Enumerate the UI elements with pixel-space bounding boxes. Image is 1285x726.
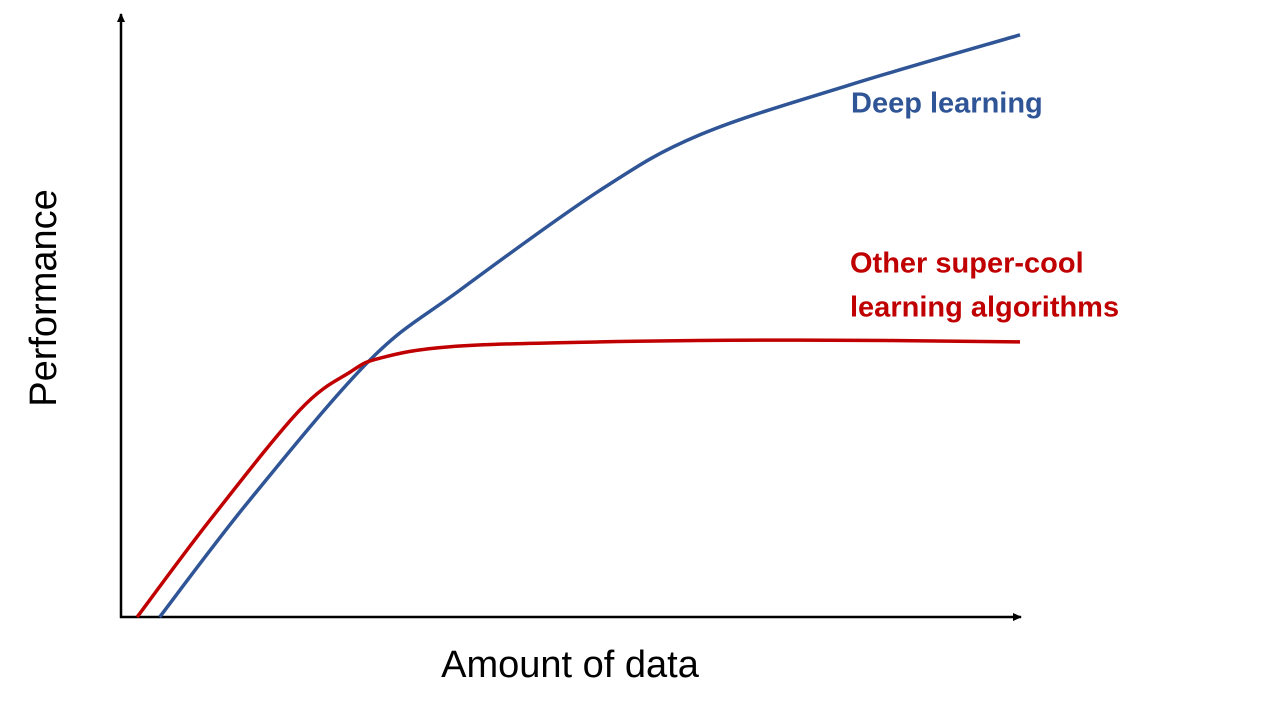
series-label: Other super-cool	[850, 248, 1084, 280]
series-label: learning algorithms	[850, 292, 1119, 324]
data-line	[158, 33, 1021, 619]
x-axis-title: Amount of data	[441, 644, 700, 686]
data-line	[135, 338, 1021, 619]
series-label: Deep learning	[851, 88, 1043, 120]
y-axis-title: Performance	[23, 189, 65, 407]
